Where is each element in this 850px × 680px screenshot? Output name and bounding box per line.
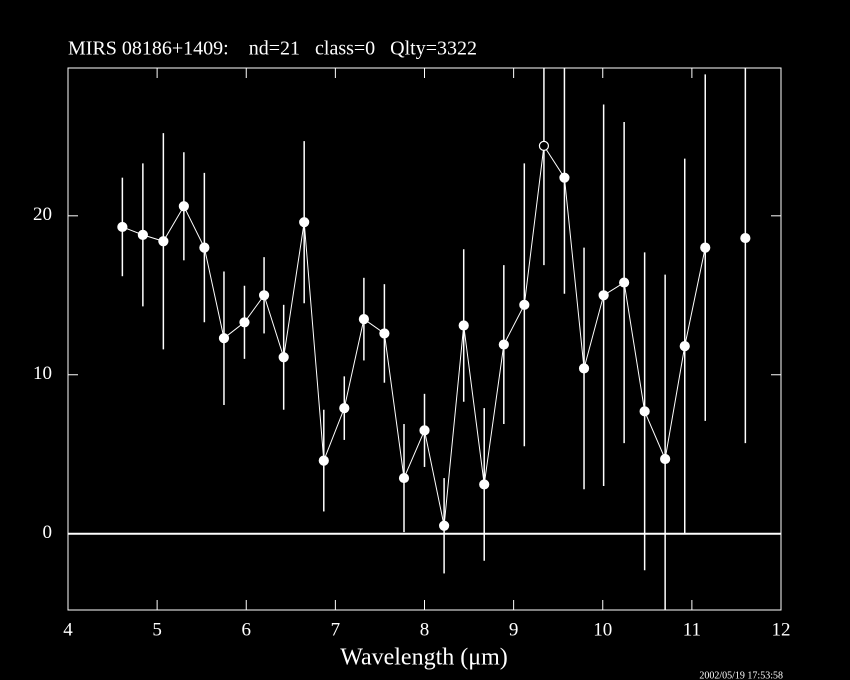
data-point [639, 406, 650, 417]
data-point [740, 232, 751, 244]
data-point [660, 453, 671, 465]
chart-title: MIRS 08186+1409: nd=21 class=0 Qlty=3322 [68, 38, 477, 60]
data-point [458, 320, 469, 331]
data-point [700, 242, 711, 253]
x-tick-label: 8 [420, 619, 430, 640]
data-point [398, 472, 410, 484]
x-axis-label: Wavelength (μm) [340, 645, 508, 671]
data-point [498, 339, 509, 350]
data-point [218, 333, 230, 344]
data-point [358, 314, 369, 325]
data-point [339, 403, 350, 414]
data-point [158, 236, 169, 247]
data-point [479, 479, 490, 490]
data-point [178, 201, 189, 212]
data-point [578, 363, 590, 374]
x-tick-label: 12 [772, 619, 791, 640]
data-point [598, 290, 609, 301]
data-point [538, 140, 550, 151]
data-point [199, 242, 210, 253]
data-point [318, 455, 329, 466]
data-point [679, 341, 690, 352]
x-tick-label: 10 [593, 619, 612, 640]
x-tick-label: 4 [63, 619, 73, 640]
data-point [299, 217, 310, 228]
x-tick-label: 7 [331, 619, 341, 640]
x-tick-label: 11 [683, 619, 701, 640]
plot-area [117, 68, 751, 610]
data-point [278, 352, 289, 363]
x-tick-label: 5 [152, 619, 162, 640]
data-point [519, 299, 530, 310]
data-point [559, 172, 570, 183]
y-tick-label: 10 [33, 363, 52, 384]
data-line [122, 144, 706, 526]
data-point [439, 520, 450, 531]
x-tick-label: 6 [242, 619, 252, 640]
timestamp: 2002/05/19 17:53:58 [699, 670, 783, 680]
y-tick-label: 20 [33, 204, 52, 225]
data-point [239, 317, 250, 328]
data-point [258, 290, 270, 301]
data-point [379, 328, 390, 339]
plot-frame [67, 67, 782, 611]
data-point [419, 425, 430, 436]
x-tick-label: 9 [509, 619, 519, 640]
data-point [137, 229, 148, 240]
data-point [619, 277, 630, 288]
data-point [117, 221, 128, 233]
y-tick-label: 0 [43, 522, 53, 543]
